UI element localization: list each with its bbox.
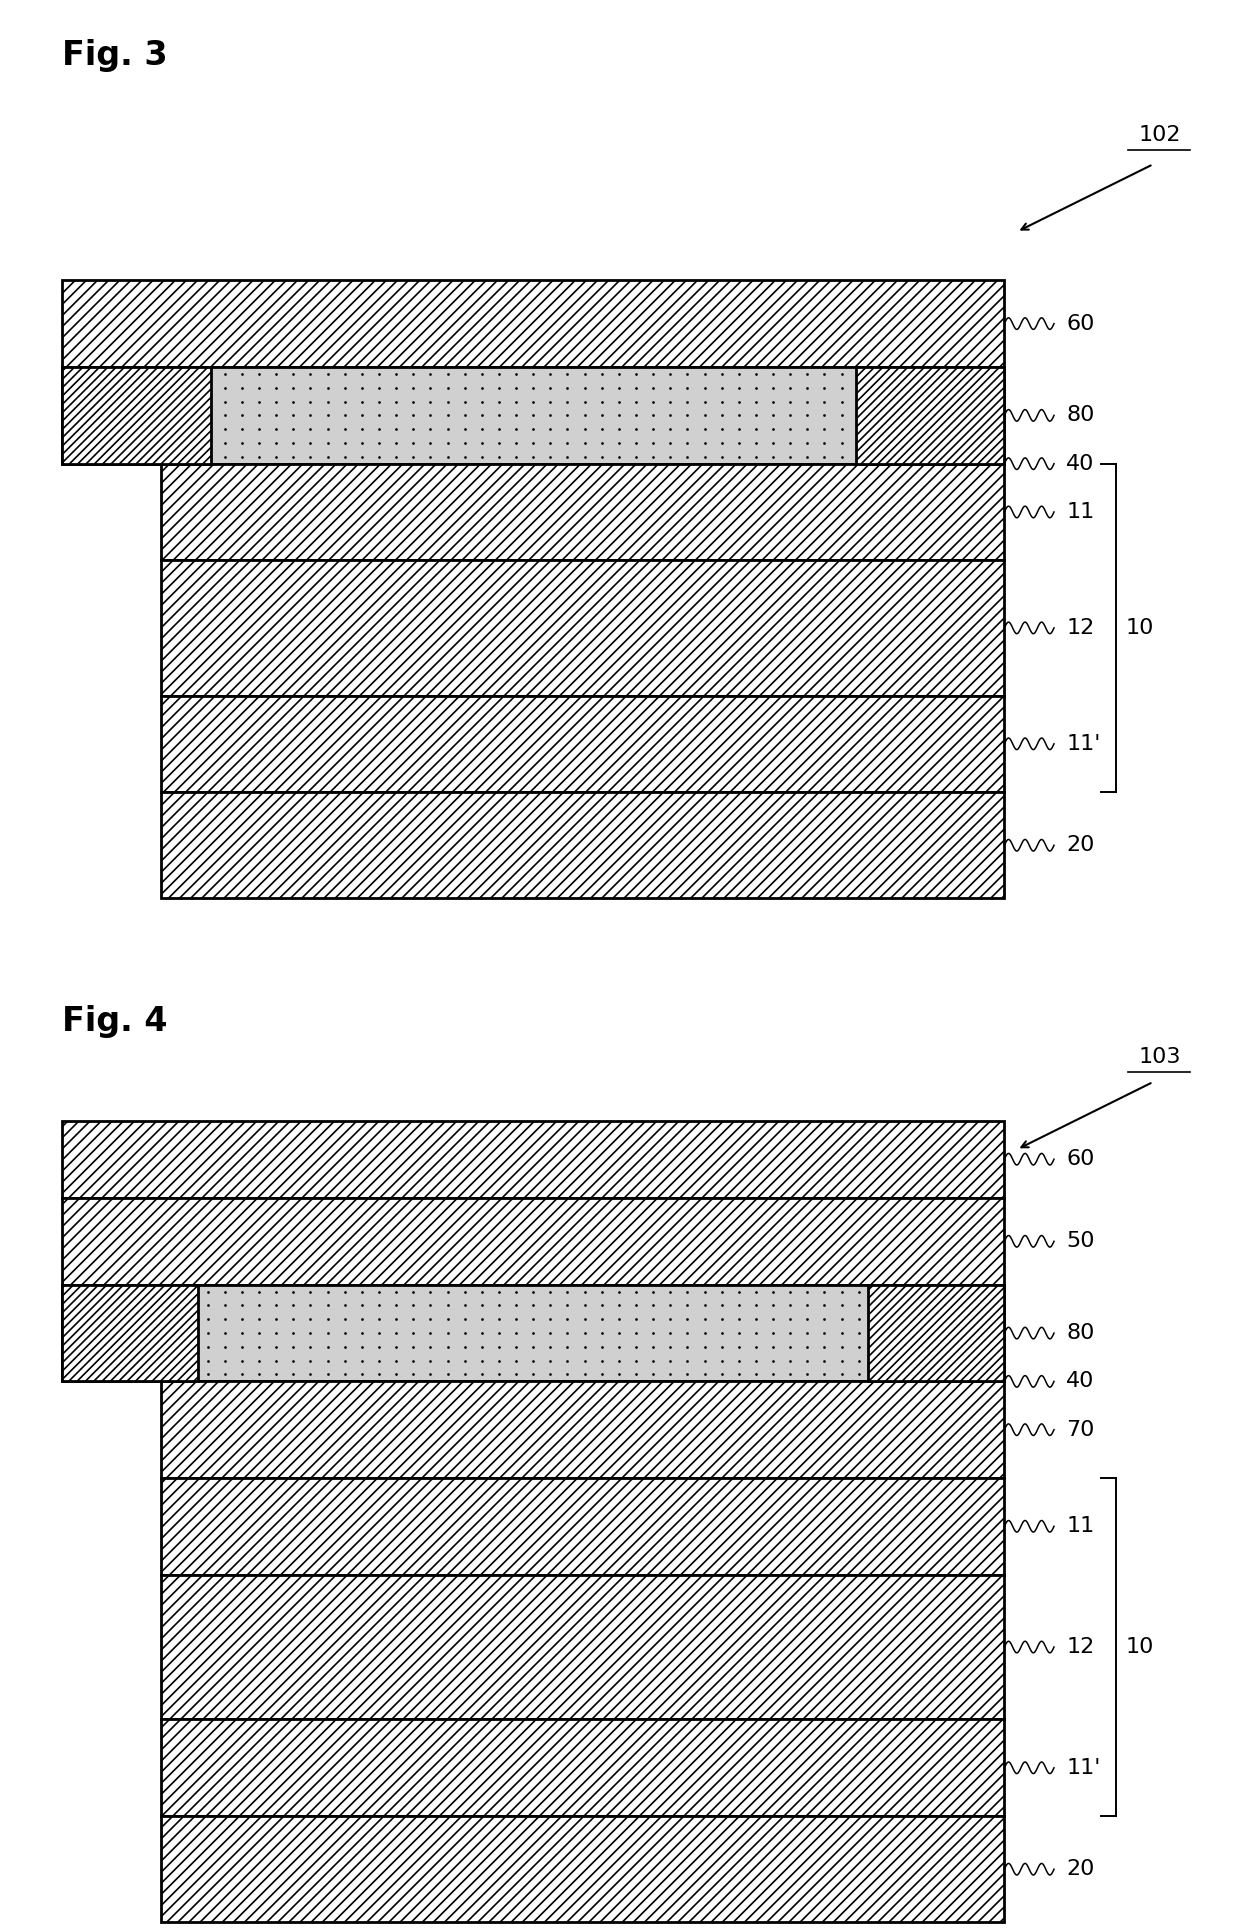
Text: 20: 20 <box>1066 835 1095 856</box>
Text: 10: 10 <box>1126 1636 1154 1658</box>
Text: 60: 60 <box>1066 313 1095 334</box>
Bar <box>161 1381 1004 1478</box>
Bar <box>161 696 1004 792</box>
Bar <box>161 1719 1004 1816</box>
Text: 11': 11' <box>1066 734 1101 753</box>
Text: 12: 12 <box>1066 618 1095 638</box>
Text: 70: 70 <box>1066 1420 1095 1439</box>
Bar <box>161 792 1004 898</box>
Bar <box>161 1478 1004 1575</box>
Text: 80: 80 <box>1066 1323 1095 1343</box>
Text: 11': 11' <box>1066 1758 1101 1777</box>
Bar <box>161 1816 1004 1922</box>
Bar <box>62 367 211 464</box>
Text: Fig. 4: Fig. 4 <box>62 1005 167 1037</box>
Text: Fig. 3: Fig. 3 <box>62 39 167 71</box>
Bar <box>62 1198 1004 1285</box>
Bar <box>161 464 1004 560</box>
Text: 102: 102 <box>1138 126 1180 145</box>
Bar <box>161 1575 1004 1719</box>
Bar <box>161 560 1004 696</box>
Text: 40: 40 <box>1066 1372 1095 1391</box>
Bar <box>62 1121 1004 1198</box>
Bar <box>62 367 1004 464</box>
Bar <box>868 1285 1004 1381</box>
Text: 80: 80 <box>1066 406 1095 425</box>
Text: 40: 40 <box>1066 454 1095 473</box>
Text: 20: 20 <box>1066 1859 1095 1880</box>
Bar <box>62 280 1004 367</box>
Text: 11: 11 <box>1066 1517 1095 1536</box>
Text: 10: 10 <box>1126 618 1154 638</box>
Bar <box>62 1285 1004 1381</box>
Text: 50: 50 <box>1066 1231 1095 1252</box>
Text: 60: 60 <box>1066 1150 1095 1169</box>
Bar <box>856 367 1004 464</box>
Text: 103: 103 <box>1138 1047 1180 1066</box>
Text: 11: 11 <box>1066 502 1095 522</box>
Text: 12: 12 <box>1066 1636 1095 1658</box>
Bar <box>62 1285 198 1381</box>
